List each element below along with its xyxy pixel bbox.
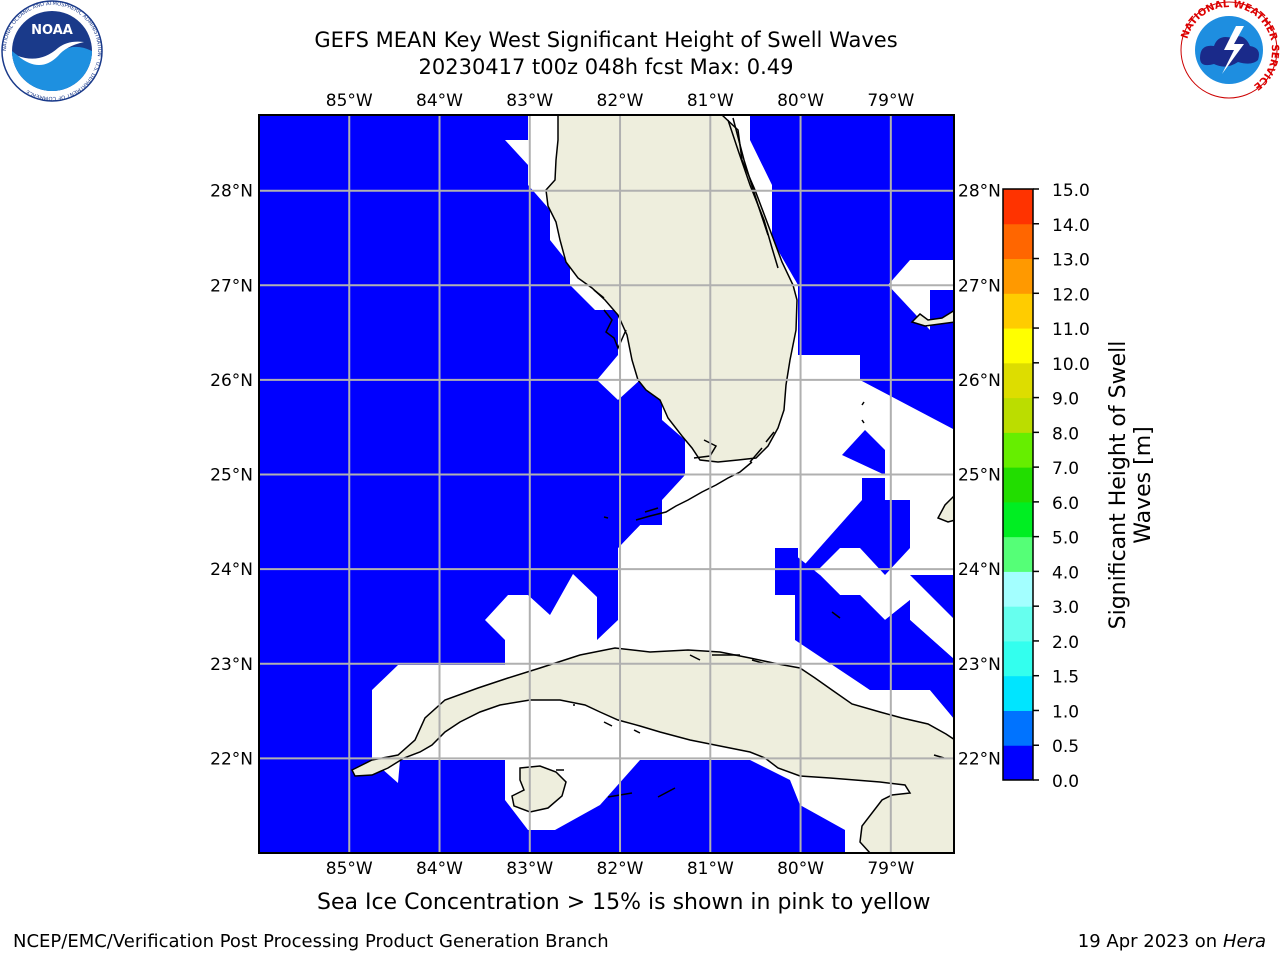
colorbar-tick-label: 10.0 xyxy=(1052,355,1090,375)
colorbar-tick-label: 13.0 xyxy=(1052,251,1090,271)
colorbar-tick-label: 1.0 xyxy=(1052,702,1079,722)
colorbar-tick-label: 2.0 xyxy=(1052,633,1079,653)
lat-label-left: 26°N xyxy=(210,371,253,391)
chart-title: GEFS MEAN Key West Significant Height of… xyxy=(314,28,898,52)
lon-label-bottom: 82°W xyxy=(597,859,644,879)
coastline-details xyxy=(556,117,945,798)
colorbar-swatch xyxy=(1003,362,1033,399)
noaa-logo-text: NOAA xyxy=(31,23,73,38)
colorbar-swatch xyxy=(1003,467,1033,503)
colorbar-tick-label: 12.0 xyxy=(1052,285,1090,305)
gridlines xyxy=(259,115,954,853)
colorbar-tick-label: 0.5 xyxy=(1052,737,1079,757)
colorbar-swatch xyxy=(1003,432,1033,468)
lon-label-bottom: 79°W xyxy=(867,859,914,879)
cuba-island xyxy=(350,647,954,853)
lon-label-bottom: 85°W xyxy=(326,859,373,879)
lat-label-left: 22°N xyxy=(210,749,253,769)
lon-label-top: 84°W xyxy=(416,91,463,111)
lat-label-right: 25°N xyxy=(958,466,1001,486)
colorbar-swatch xyxy=(1003,745,1033,781)
colorbar-swatch xyxy=(1003,223,1033,260)
ocean-inner-cells xyxy=(618,290,954,719)
nws-logo: NATIONAL WEATHER SERVICE xyxy=(1180,0,1280,99)
lat-label-left: 28°N xyxy=(210,182,253,202)
map-frame xyxy=(258,114,955,854)
map-panel xyxy=(259,115,954,853)
colorbar-tick-label: 8.0 xyxy=(1052,424,1079,444)
lat-label-left: 23°N xyxy=(210,655,253,675)
lat-label-right: 24°N xyxy=(958,560,1001,580)
footer-date-text: 19 Apr 2023 on xyxy=(1077,931,1223,952)
colorbar-label-line1: Significant Height of Swell xyxy=(1106,341,1131,630)
lat-label-right: 28°N xyxy=(958,182,1001,202)
lat-label-left: 24°N xyxy=(210,560,253,580)
lat-label-left: 27°N xyxy=(210,276,253,296)
colorbar-swatch xyxy=(1003,258,1033,294)
colorbar-swatch xyxy=(1003,606,1033,642)
colorbar-swatch xyxy=(1003,640,1033,677)
colorbar-tick-label: 4.0 xyxy=(1052,563,1079,583)
colorbar-swatch xyxy=(1003,675,1033,711)
colorbar-tick-label: 0.0 xyxy=(1052,772,1079,792)
colorbar: 0.0 0.5 1.0 1.5 2.0 3.0 4.0 5.0 6.0 7.0 8.0 9.0 10.0… xyxy=(1002,181,1090,792)
footer-branch: NCEP/EMC/Verification Post Processing Pr… xyxy=(13,931,609,952)
lat-label-right: 26°N xyxy=(958,371,1001,391)
isla-de-la-juventud xyxy=(511,765,567,813)
footer-machine: Hera xyxy=(1222,931,1266,952)
colorbar-tick-label: 7.0 xyxy=(1052,459,1079,479)
lon-label-top: 82°W xyxy=(597,91,644,111)
bahamas-island xyxy=(910,309,954,327)
colorbar-tick-label: 6.0 xyxy=(1052,494,1079,514)
colorbar-swatch xyxy=(1003,328,1033,364)
chart-subtitle: 20230417 t00z 048h fcst Max: 0.49 xyxy=(418,55,794,79)
lon-label-bottom: 84°W xyxy=(416,859,463,879)
colorbar-tick-label: 3.0 xyxy=(1052,598,1079,618)
lat-label-right: 23°N xyxy=(958,655,1001,675)
noaa-logo: NOAA NATIONAL OCEANIC AND ATMOSPHERIC AD… xyxy=(1,0,103,102)
andros-island xyxy=(936,494,954,523)
footer-date: 19 Apr 2023 on Hera xyxy=(1078,931,1266,952)
lon-label-top: 83°W xyxy=(506,91,553,111)
lon-label-top: 79°W xyxy=(867,91,914,111)
florida-peninsula xyxy=(545,115,798,463)
lon-label-bottom: 83°W xyxy=(506,859,553,879)
colorbar-swatch xyxy=(1003,501,1033,538)
land-areas xyxy=(350,115,954,853)
lon-label-top: 81°W xyxy=(687,91,734,111)
colorbar-tick-label: 1.5 xyxy=(1052,668,1079,688)
colorbar-tick-label: 11.0 xyxy=(1052,320,1090,340)
lon-label-top: 80°W xyxy=(777,91,824,111)
lat-label-right: 22°N xyxy=(958,749,1001,769)
colorbar-tick-label: 5.0 xyxy=(1052,529,1079,549)
colorbar-label-line2: Waves [m] xyxy=(1131,426,1156,543)
lat-label-left: 25°N xyxy=(210,466,253,486)
colorbar-swatch xyxy=(1003,189,1033,225)
colorbar-swatch xyxy=(1003,397,1033,433)
axis-labels: 85°W 85°W 84°W 84°W 83°W 83°W 82°W 82°W 81°W 81°W… xyxy=(210,91,1001,879)
colorbar-swatch xyxy=(1003,536,1033,572)
colorbar-swatch xyxy=(1003,571,1033,607)
colorbar-swatch xyxy=(1003,293,1033,329)
lon-label-bottom: 81°W xyxy=(687,859,734,879)
colorbar-tick-label: 9.0 xyxy=(1052,390,1079,410)
colorbar-swatch xyxy=(1003,710,1033,746)
lon-label-top: 85°W xyxy=(326,91,373,111)
lon-label-bottom: 80°W xyxy=(777,859,824,879)
colorbar-tick-label: 14.0 xyxy=(1052,216,1090,236)
sea-ice-caption: Sea Ice Concentration > 15% is shown in … xyxy=(317,890,931,915)
colorbar-frame xyxy=(1002,188,1034,781)
colorbar-tick-label: 15.0 xyxy=(1052,181,1090,201)
lat-label-right: 27°N xyxy=(958,276,1001,296)
